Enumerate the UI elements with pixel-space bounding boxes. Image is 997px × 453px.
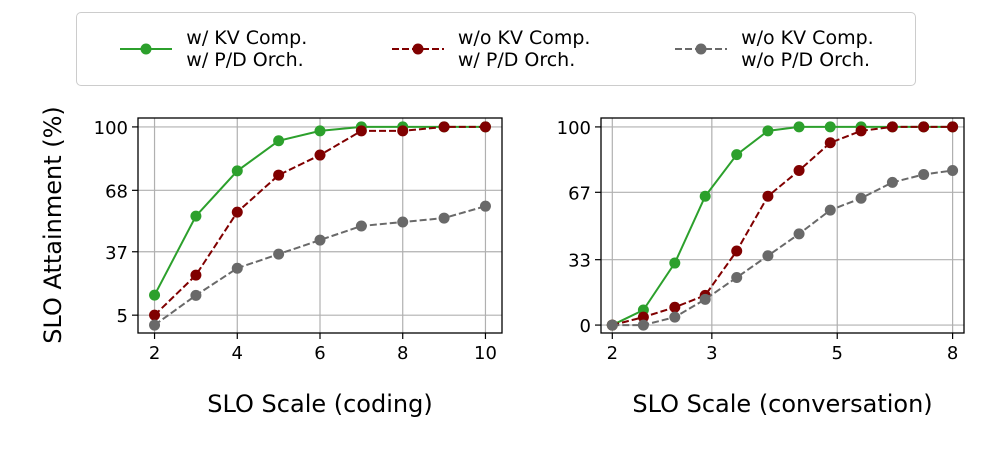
series-line	[153, 205, 486, 326]
y-tick-label: 37	[105, 243, 128, 264]
legend-marker	[412, 43, 424, 55]
data-point	[355, 125, 367, 137]
data-point	[731, 272, 743, 284]
data-point	[669, 301, 681, 313]
legend-swatch	[675, 43, 728, 55]
data-point	[190, 269, 202, 281]
x-tick-label: 8	[947, 343, 958, 364]
legend-entry: w/ KV Comp. w/ P/D Orch.	[118, 27, 307, 71]
x-tick-label: 5	[832, 343, 843, 364]
data-point	[479, 121, 491, 133]
data-point	[699, 293, 711, 305]
data-point	[699, 190, 711, 202]
data-point	[438, 121, 450, 133]
x-axis-label: SLO Scale (conversation)	[632, 390, 932, 418]
legend-entry: w/o KV Comp. w/ P/D Orch.	[390, 27, 591, 71]
data-point	[314, 234, 326, 246]
legend-label: w/ KV Comp. w/ P/D Orch.	[186, 27, 308, 71]
data-point	[273, 169, 285, 181]
data-point	[824, 204, 836, 216]
axes-frame	[600, 117, 965, 334]
data-point	[669, 311, 681, 323]
data-point	[273, 135, 285, 147]
x-tick-label: 2	[149, 343, 160, 364]
data-point	[190, 289, 202, 301]
data-point	[918, 121, 930, 133]
data-point	[397, 125, 409, 137]
data-point	[918, 168, 930, 180]
data-point	[824, 121, 836, 133]
data-point	[149, 309, 161, 321]
data-point	[762, 190, 774, 202]
data-point	[762, 125, 774, 137]
data-point	[314, 149, 326, 161]
data-point	[637, 311, 649, 323]
data-point	[231, 206, 243, 218]
data-point	[947, 165, 959, 177]
data-point	[793, 121, 805, 133]
legend-entry: w/o KV Comp. w/o P/D Orch.	[673, 27, 874, 71]
y-tick-label: 68	[105, 181, 128, 202]
x-tick-label: 2	[607, 343, 618, 364]
data-point	[314, 125, 326, 137]
data-point	[731, 149, 743, 161]
series-line	[611, 125, 953, 326]
x-tick-label: 6	[314, 343, 325, 364]
data-point	[397, 216, 409, 228]
data-point	[793, 228, 805, 240]
series-line	[612, 169, 953, 327]
data-point	[824, 137, 836, 149]
axes-frame	[137, 117, 503, 334]
data-point	[947, 121, 959, 133]
data-point	[438, 212, 450, 224]
y-tick-label: 100	[94, 118, 128, 139]
y-tick-label: 100	[557, 118, 591, 139]
legend-marker	[695, 43, 707, 55]
y-tick-label: 33	[568, 251, 591, 272]
x-tick-label: 10	[474, 343, 497, 364]
x-tick-label: 4	[232, 343, 243, 364]
legend-marker	[140, 43, 152, 55]
y-axis-label: SLO Attainment (%)	[39, 106, 67, 344]
y-tick-label: 0	[580, 316, 591, 337]
data-point	[793, 165, 805, 177]
data-point	[149, 319, 161, 331]
data-point	[855, 192, 867, 204]
data-point	[855, 125, 867, 137]
y-tick-label: 5	[117, 306, 128, 327]
legend: w/ KV Comp. w/ P/D Orch. w/o KV Comp. w/ …	[76, 12, 916, 86]
data-point	[231, 262, 243, 274]
data-point	[355, 220, 367, 232]
series-line	[612, 125, 953, 327]
data-point	[886, 176, 898, 188]
data-point	[479, 200, 491, 212]
data-point	[731, 245, 743, 257]
data-point	[637, 319, 649, 331]
data-point	[231, 165, 243, 177]
data-point	[886, 121, 898, 133]
data-point	[669, 257, 681, 269]
data-point	[190, 210, 202, 222]
data-point	[273, 248, 285, 260]
data-point	[149, 289, 161, 301]
data-point	[606, 319, 618, 331]
x-tick-label: 8	[397, 343, 408, 364]
x-axis-label: SLO Scale (coding)	[207, 390, 432, 418]
data-point	[762, 250, 774, 262]
legend-swatch	[120, 43, 173, 55]
legend-swatch	[391, 43, 444, 55]
x-tick-label: 3	[706, 343, 717, 364]
y-tick-label: 67	[568, 183, 591, 204]
legend-label: w/o KV Comp. w/o P/D Orch.	[741, 27, 874, 71]
legend-label: w/o KV Comp. w/ P/D Orch.	[457, 27, 591, 71]
